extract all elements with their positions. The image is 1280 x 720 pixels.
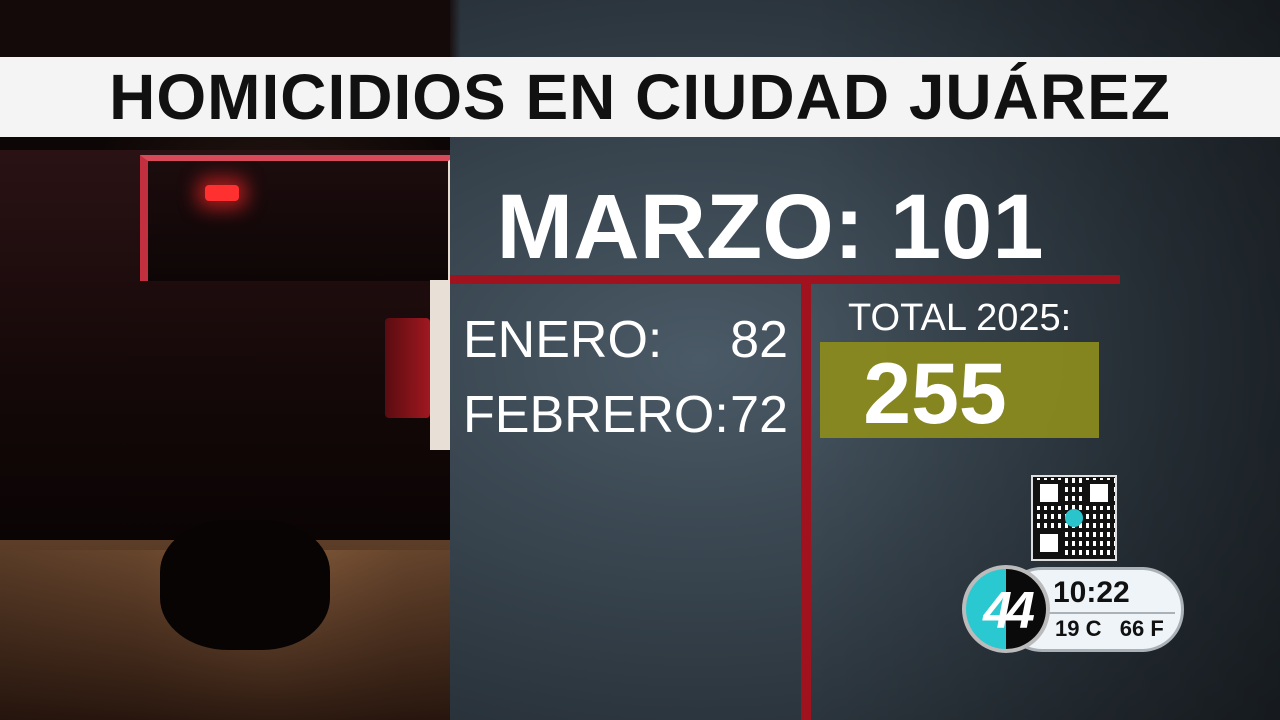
- headline-march: MARZO: 101: [496, 176, 1044, 278]
- temperature: 19 C 66 F: [1055, 616, 1164, 641]
- title-banner: HOMICIDIOS EN CIUDAD JUÁREZ: [0, 57, 1280, 137]
- qr-finder: [1036, 480, 1062, 506]
- channel-logo: 44: [962, 565, 1050, 653]
- clock-divider: [1043, 612, 1175, 614]
- month-label: ENERO:: [463, 311, 663, 369]
- month-label: FEBRERO:: [463, 386, 729, 444]
- divider-vertical: [801, 284, 811, 720]
- total-box: [820, 342, 1099, 438]
- truck-side-panel: [430, 280, 450, 450]
- brake-light: [205, 185, 239, 201]
- month-value: 82: [730, 311, 788, 369]
- total-value: 255: [863, 346, 1007, 442]
- divider-horizontal: [450, 275, 1120, 284]
- banner-title: HOMICIDIOS EN CIUDAD JUÁREZ: [109, 61, 1171, 133]
- month-value: 72: [730, 386, 788, 444]
- tail-light: [385, 318, 430, 418]
- qr-logo-icon: [1065, 509, 1083, 527]
- total-label: TOTAL 2025:: [848, 297, 1072, 339]
- month-row-enero: ENERO: 82: [463, 310, 788, 370]
- qr-finder: [1036, 530, 1062, 556]
- qr-code: [1031, 475, 1117, 561]
- qr-finder: [1086, 480, 1112, 506]
- truck-cab: [140, 155, 450, 281]
- wheel: [160, 520, 330, 650]
- top-strip: [0, 0, 1280, 57]
- clock-time: 10:22: [1053, 576, 1130, 609]
- month-row-febrero: FEBRERO: 72: [463, 385, 788, 445]
- channel-logo-text: 44: [983, 582, 1035, 640]
